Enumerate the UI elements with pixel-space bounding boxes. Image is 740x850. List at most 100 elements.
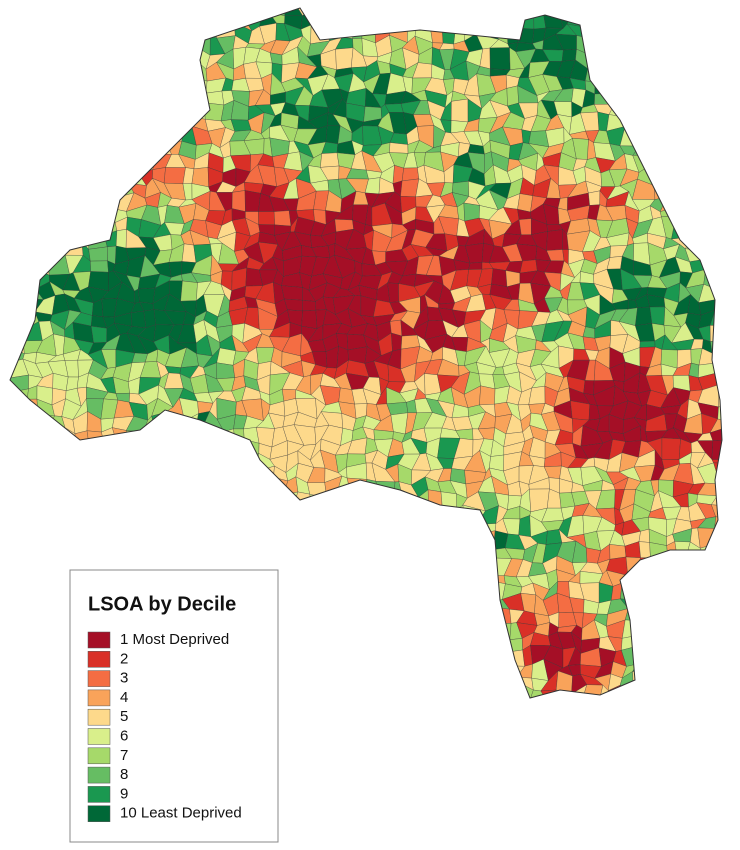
lsoa-area [320, 581, 342, 601]
lsoa-area [166, 35, 187, 57]
lsoa-area [362, 626, 375, 642]
lsoa-area [309, 607, 326, 629]
lsoa-area [663, 658, 679, 679]
lsoa-area [49, 426, 66, 448]
lsoa-area [11, 260, 31, 276]
lsoa-area [677, 75, 689, 89]
lsoa-area [701, 560, 717, 574]
lsoa-area [59, 445, 76, 461]
lsoa-area [400, 636, 421, 650]
lsoa-area [618, 73, 641, 87]
lsoa-area [350, 685, 369, 698]
lsoa-area [310, 531, 331, 550]
lsoa-area [618, 68, 642, 77]
lsoa-area [724, 4, 740, 10]
lsoa-area [648, 684, 661, 698]
lsoa-area [713, 228, 722, 253]
lsoa-area [222, 489, 236, 507]
lsoa-area [687, 202, 705, 221]
lsoa-area [451, 98, 469, 123]
lsoa-area [335, 47, 354, 70]
lsoa-area [414, 570, 434, 589]
lsoa-area [262, 8, 271, 13]
lsoa-area [102, 35, 121, 49]
lsoa-area [441, 700, 460, 718]
lsoa-area [49, 620, 70, 638]
lsoa-area [428, 503, 443, 523]
lsoa-area [620, 8, 641, 13]
lsoa-area [555, 705, 572, 717]
lsoa-area [295, 619, 312, 642]
lsoa-area [34, 555, 57, 575]
lsoa-area [104, 8, 122, 29]
lsoa-area [49, 568, 61, 588]
lsoa-area [202, 531, 225, 543]
lsoa-area [87, 74, 109, 93]
lsoa-area [17, 558, 27, 573]
lsoa-area [37, 230, 57, 249]
lsoa-area [376, 505, 388, 519]
lsoa-area [471, 654, 483, 669]
lsoa-area [726, 490, 740, 507]
lsoa-area [353, 522, 361, 538]
lsoa-area [35, 63, 54, 82]
lsoa-area [10, 229, 31, 246]
lsoa-area [21, 35, 40, 57]
lsoa-area [710, 181, 722, 197]
lsoa-area [571, 8, 588, 13]
lsoa-area [153, 439, 170, 456]
lsoa-area [411, 8, 432, 17]
lsoa-area [296, 611, 313, 622]
lsoa-area [453, 542, 466, 564]
lsoa-area [183, 515, 200, 539]
lsoa-area [685, 144, 707, 156]
lsoa-area [709, 114, 722, 127]
lsoa-area [653, 566, 668, 587]
lsoa-area [86, 116, 104, 135]
lsoa-area [517, 28, 535, 44]
lsoa-area [298, 548, 316, 565]
lsoa-area [294, 712, 311, 729]
lsoa-area [376, 582, 390, 597]
lsoa-area [112, 131, 132, 146]
lsoa-area [711, 249, 722, 265]
lsoa-area [24, 517, 45, 536]
lsoa-area [647, 98, 669, 117]
lsoa-area [243, 488, 260, 510]
lsoa-area [217, 542, 237, 562]
lsoa-area [716, 600, 722, 616]
lsoa-area [515, 9, 535, 30]
lsoa-area [49, 480, 71, 495]
lsoa-area [662, 137, 681, 159]
lsoa-area [40, 17, 56, 27]
lsoa-area [185, 505, 200, 523]
lsoa-area [281, 638, 299, 650]
lsoa-area [489, 47, 511, 70]
lsoa-area [347, 658, 367, 673]
lsoa-area [64, 480, 76, 492]
lsoa-area [115, 102, 128, 119]
lsoa-area [471, 631, 487, 656]
lsoa-area [114, 517, 131, 537]
lsoa-area [0, 711, 9, 732]
lsoa-area [138, 515, 161, 539]
lsoa-area [374, 717, 394, 726]
lsoa-area [63, 546, 78, 560]
lsoa-area [608, 73, 627, 94]
lsoa-area [283, 607, 302, 620]
lsoa-area [133, 546, 143, 564]
lsoa-area [10, 11, 14, 30]
lsoa-area [351, 546, 365, 560]
lsoa-area [660, 583, 681, 604]
lsoa-area [518, 515, 531, 537]
lsoa-area [98, 469, 117, 486]
lsoa-area [429, 528, 444, 551]
lsoa-area [308, 8, 326, 17]
lsoa-area [476, 581, 499, 602]
lsoa-area [399, 645, 413, 669]
lsoa-area [115, 445, 135, 454]
lsoa-area [159, 533, 168, 549]
lsoa-area [660, 20, 679, 43]
lsoa-area [205, 455, 218, 474]
lsoa-area [726, 663, 740, 678]
